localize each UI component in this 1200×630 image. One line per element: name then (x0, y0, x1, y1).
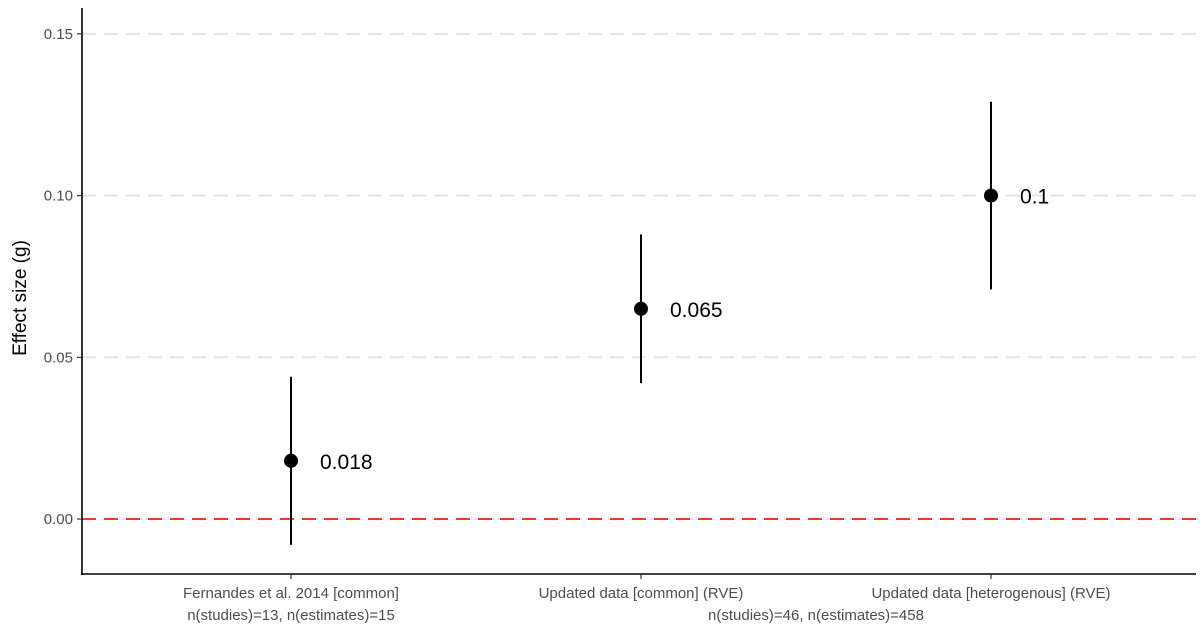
point-estimates: 0.018 0.065 0.1 (284, 101, 1049, 545)
point-estimate (284, 453, 298, 468)
y-tick-label: 0.05 (44, 349, 73, 366)
tick-labels: 0.00 0.05 0.10 0.15 Fernandes et al. 2014 [c… (44, 26, 1111, 624)
x-tick-label: Updated data [heterogenous] (RVE) (871, 585, 1110, 602)
y-tick-label: 0.10 (44, 188, 73, 205)
x-tick-label: Updated data [common] (RVE) (539, 585, 744, 602)
sample-size-label: n(studies)=13, n(estimates)=15 (187, 607, 395, 624)
estimate-label: 0.018 (320, 451, 373, 474)
estimate-label: 0.065 (670, 299, 723, 322)
y-tick-label: 0.00 (44, 511, 73, 528)
point-estimate (984, 188, 998, 203)
estimate-label: 0.1 (1020, 186, 1049, 209)
axes (77, 8, 1196, 579)
sample-size-label: n(studies)=46, n(estimates)=458 (708, 607, 924, 624)
gridlines (82, 32, 1196, 359)
x-tick-label: Fernandes et al. 2014 [common] (183, 585, 399, 602)
point-estimate (634, 301, 648, 316)
y-tick-label: 0.15 (44, 26, 73, 43)
y-axis-title: Effect size (g) (10, 240, 31, 356)
